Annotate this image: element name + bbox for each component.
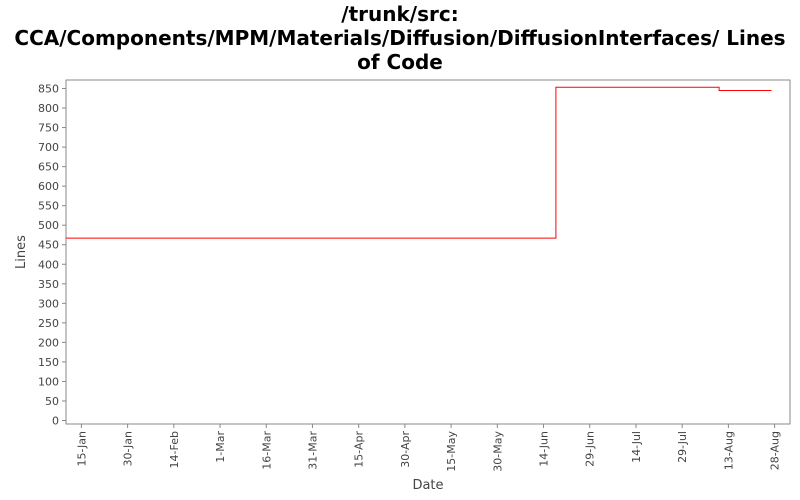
- y-tick-label: 50: [45, 395, 59, 408]
- y-axis-label: Lines: [14, 235, 29, 269]
- y-tick-label: 750: [38, 122, 59, 135]
- x-tick-label: 28-Aug: [769, 431, 782, 470]
- y-tick-label: 150: [38, 356, 59, 369]
- y-tick-label: 500: [38, 219, 59, 232]
- x-tick-label: 16-Mar: [260, 431, 273, 470]
- chart-title-line-3: of Code: [357, 50, 443, 74]
- x-tick-label: 31-Mar: [306, 431, 319, 470]
- plot-area: [65, 79, 791, 425]
- y-tick-label: 0: [52, 415, 59, 428]
- x-tick-label: 30-Apr: [399, 431, 412, 468]
- x-tick-label: 13-Aug: [722, 431, 735, 470]
- chart-title: /trunk/src: CCA/Components/MPM/Materials…: [0, 2, 800, 74]
- x-axis-label: Date: [412, 478, 443, 493]
- y-tick-label: 300: [38, 297, 59, 310]
- y-tick-label: 350: [38, 278, 59, 291]
- chart-title-line-1: /trunk/src:: [341, 2, 459, 26]
- x-tick-label: 15-May: [445, 431, 458, 472]
- y-tick-label: 100: [38, 375, 59, 388]
- x-tick-label: 14-Jul: [630, 431, 643, 463]
- x-tick-label: 14-Jun: [538, 431, 551, 467]
- x-tick-label: 1-Mar: [214, 431, 227, 463]
- series-line: [66, 86, 772, 239]
- y-tick-label: 400: [38, 258, 59, 271]
- x-tick-label: 30-Jan: [122, 431, 135, 467]
- y-tick-label: 250: [38, 317, 59, 330]
- y-axis: 0 50 100 150 200 250 300 350 400 450 500 550 600 650 7…: [38, 83, 66, 428]
- y-tick-label: 850: [38, 83, 59, 96]
- y-tick-label: 450: [38, 239, 59, 252]
- chart-title-line-2: CCA/Components/MPM/Materials/Diffusion/D…: [14, 26, 786, 50]
- x-tick-label: 15-Jan: [75, 431, 88, 467]
- y-tick-label: 650: [38, 161, 59, 174]
- y-tick-label: 800: [38, 102, 59, 115]
- x-tick-label: 15-Apr: [353, 431, 366, 468]
- x-axis: 15-Jan 30-Jan 14-Feb 1-Mar 16-Mar 31-Mar 15-Ap…: [75, 424, 782, 472]
- y-tick-label: 700: [38, 141, 59, 154]
- x-tick-label: 29-Jul: [676, 431, 689, 463]
- y-tick-label: 200: [38, 336, 59, 349]
- x-tick-label: 29-Jun: [584, 431, 597, 467]
- y-tick-label: 550: [38, 200, 59, 213]
- x-tick-label: 14-Feb: [168, 431, 181, 468]
- series-layer: [66, 86, 772, 239]
- y-tick-label: 600: [38, 180, 59, 193]
- x-tick-label: 30-May: [491, 431, 504, 472]
